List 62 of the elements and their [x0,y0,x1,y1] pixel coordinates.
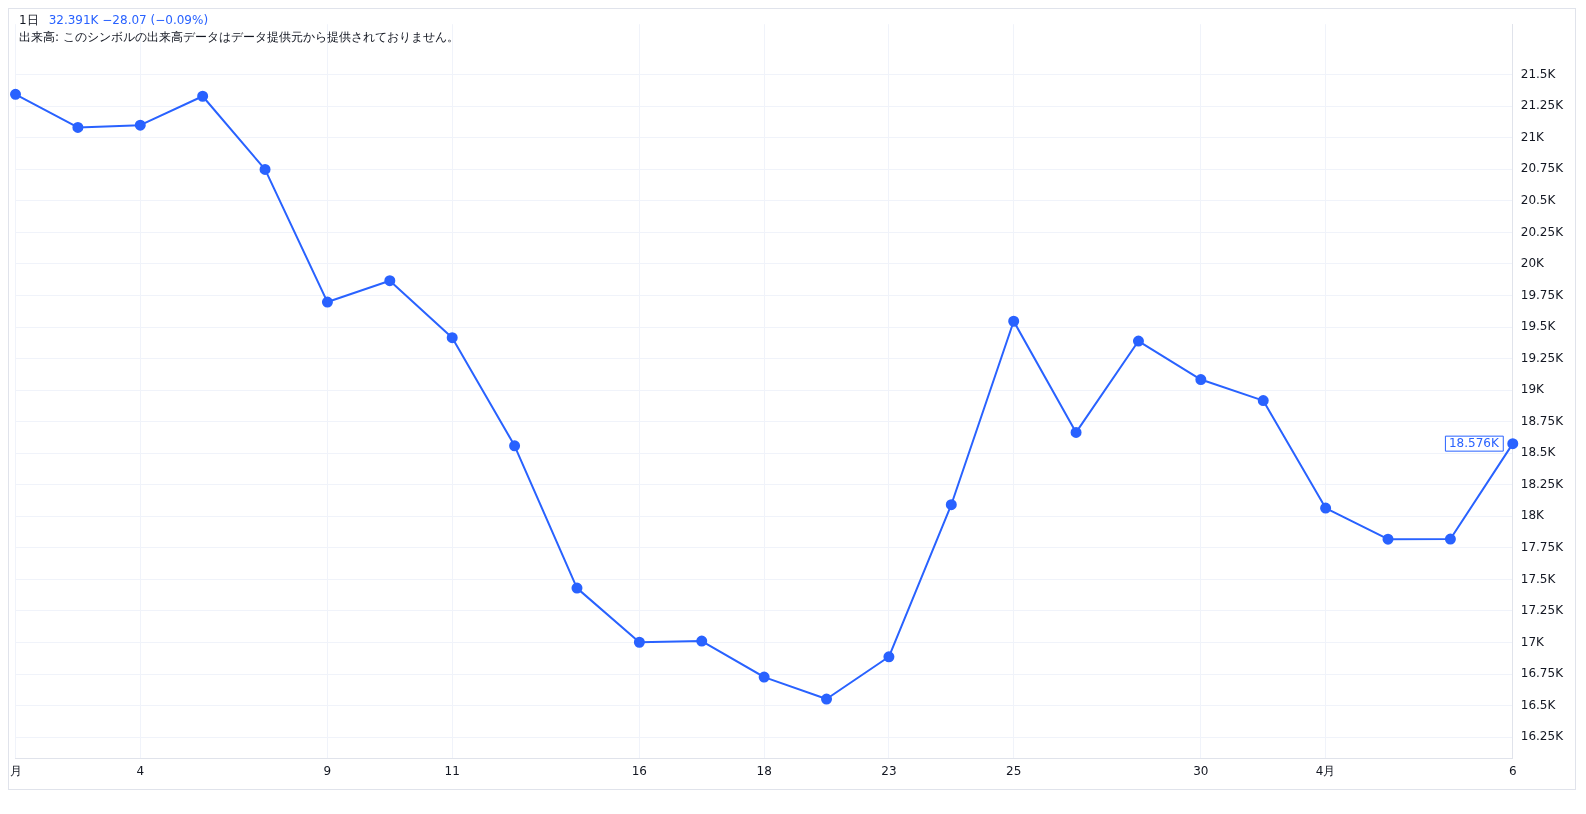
point [821,693,833,705]
y-tick-label: 19.5K [1520,319,1557,334]
point [509,440,521,452]
chart-title: 1日 [19,13,39,28]
y-tick-label: 20.5K [1520,192,1557,207]
point [1257,395,1269,407]
y-tick-label: 20.75K [1520,161,1565,176]
point [134,119,146,131]
point [1444,533,1456,545]
y-tick-label: 19.25K [1520,350,1565,365]
x-tick-label: 16 [631,763,648,778]
x-tick-label: 18 [756,763,772,778]
point [1008,315,1020,327]
annotation: 32.391K −28.07 (−0.09%) [48,13,209,28]
point [1132,335,1144,347]
point [321,296,333,308]
point [633,636,645,648]
point [384,275,396,287]
x-tick-label: 6 [1508,763,1517,778]
x-tick-label: 月 [9,763,22,778]
point [758,671,770,683]
point [1507,438,1519,450]
x-tick-label: 11 [444,763,460,778]
y-tick-label: 21K [1520,129,1546,144]
point [1320,502,1332,514]
y-tick-label: 17.5K [1520,571,1557,586]
x-tick-label: 4 [136,763,145,778]
point [1195,374,1207,386]
point [1382,533,1394,545]
x-tick-label: 9 [323,763,332,778]
x-tick-label: 25 [1006,763,1022,778]
y-tick-label: 16.75K [1520,666,1565,681]
x-tick-label: 23 [881,763,897,778]
annotation: 18.576K [1448,435,1500,450]
y-tick-label: 20K [1520,256,1546,271]
point [945,499,957,511]
point [571,582,583,594]
y-tick-label: 17K [1520,634,1546,649]
y-tick-label: 18.5K [1520,445,1557,460]
point [1070,426,1082,438]
point [883,651,895,663]
point [72,121,84,133]
y-tick-label: 17.75K [1520,540,1565,554]
point [446,332,458,344]
point [696,635,708,647]
y-tick-label: 17.25K [1520,603,1565,618]
y-tick-label: 16.25K [1520,729,1565,744]
x-tick-label: 30 [1193,763,1209,778]
y-tick-label: 18.75K [1520,413,1565,428]
y-tick-label: 16.5K [1520,697,1557,712]
point [197,90,209,102]
y-tick-label: 21.25K [1520,98,1565,113]
x-tick-label: 4月 [1315,763,1336,778]
y-tick-label: 18.25K [1520,476,1565,491]
y-tick-label: 21.5K [1520,66,1557,81]
point [10,88,21,100]
point [259,163,271,175]
y-tick-label: 20.25K [1520,224,1565,239]
y-tick-label: 18K [1520,508,1546,523]
y-tick-label: 19K [1520,382,1546,397]
y-tick-label: 19.75K [1520,287,1565,302]
annotation: 出来高: このシンボルの出来高データはデータ提供元から提供されておりません。 [19,30,459,45]
